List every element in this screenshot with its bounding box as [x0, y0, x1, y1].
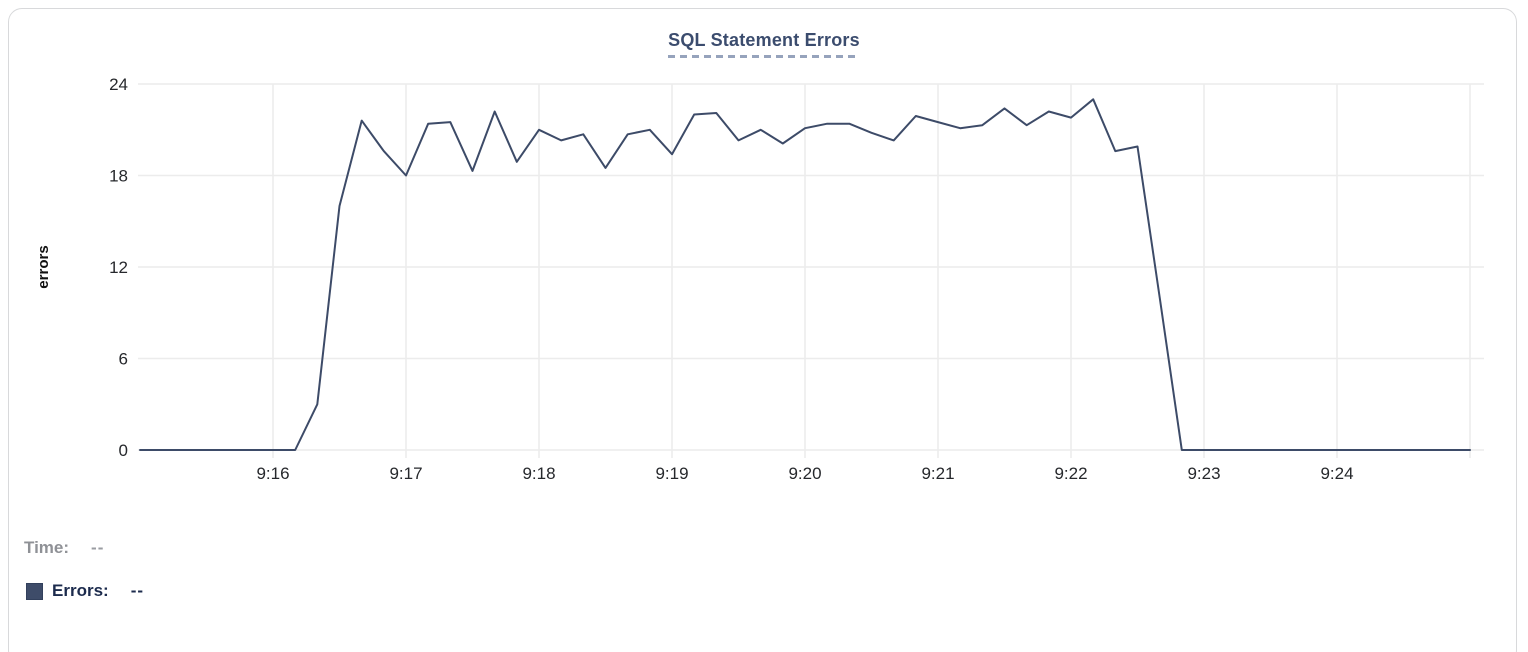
svg-text:9:24: 9:24: [1320, 464, 1353, 483]
errors-label: Errors:: [52, 581, 109, 600]
chart-card: [8, 8, 1517, 652]
svg-text:0: 0: [119, 441, 128, 460]
legend-time-row: Time: --: [24, 538, 104, 558]
y-tick-labels: 0 6 12 18 24: [109, 75, 128, 460]
y-gridlines: [138, 83, 1484, 451]
series-line-errors: [139, 98, 1471, 451]
svg-text:9:19: 9:19: [655, 464, 688, 483]
svg-text:9:17: 9:17: [389, 464, 422, 483]
svg-text:12: 12: [109, 258, 128, 277]
errors-line-chart[interactable]: 0 6 12 18 24 9:16 9:17 9:18 9:19 9:20 9:21 9:22 9:23…: [0, 0, 1528, 512]
chart-title-row: SQL Statement Errors: [0, 30, 1528, 58]
svg-text:9:22: 9:22: [1054, 464, 1087, 483]
y-axis-title: errors: [35, 245, 52, 288]
svg-text:9:21: 9:21: [921, 464, 954, 483]
time-value: --: [91, 538, 105, 557]
time-label: Time:: [24, 538, 70, 557]
svg-text:9:18: 9:18: [522, 464, 555, 483]
svg-text:18: 18: [109, 167, 128, 186]
svg-text:9:20: 9:20: [788, 464, 821, 483]
svg-text:9:16: 9:16: [256, 464, 289, 483]
errors-value: --: [130, 581, 145, 600]
chart-title-link[interactable]: SQL Statement Errors: [668, 30, 860, 58]
errors-series-swatch: [26, 582, 43, 600]
svg-text:9:23: 9:23: [1187, 464, 1220, 483]
x-tick-labels: 9:16 9:17 9:18 9:19 9:20 9:21 9:22 9:23 9:24: [256, 464, 1353, 483]
x-gridlines: [272, 84, 1471, 458]
svg-text:6: 6: [119, 350, 128, 369]
legend-errors-row: Errors: --: [26, 581, 144, 601]
svg-text:errors: errors: [35, 245, 52, 288]
svg-text:24: 24: [109, 75, 128, 94]
